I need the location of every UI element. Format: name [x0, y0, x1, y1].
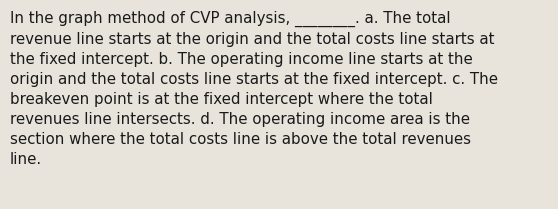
Text: In the graph method of CVP analysis, ________. a. The total
revenue line starts : In the graph method of CVP analysis, ___… — [10, 10, 498, 167]
